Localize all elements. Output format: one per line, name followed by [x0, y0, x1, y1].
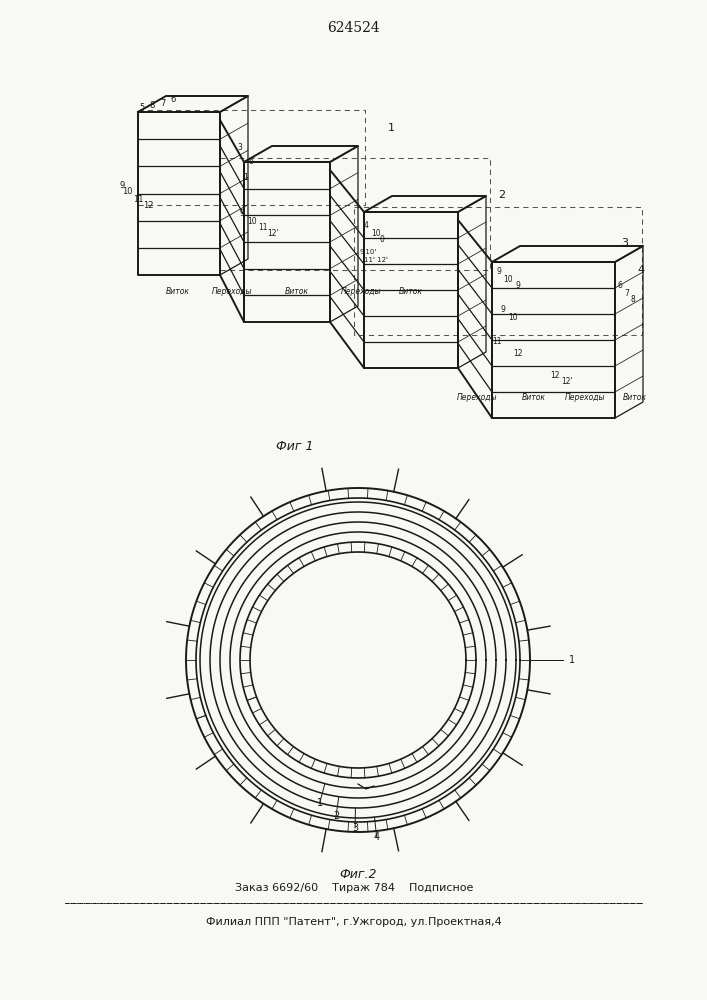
Text: Переходы: Переходы: [341, 288, 381, 296]
Polygon shape: [330, 170, 364, 368]
Text: Виток: Виток: [522, 393, 546, 402]
Text: 9: 9: [501, 306, 506, 314]
Text: 6': 6': [248, 157, 255, 166]
Text: 1: 1: [317, 798, 323, 808]
Text: 11: 11: [258, 224, 268, 232]
Text: 11: 11: [492, 338, 502, 347]
Text: 3: 3: [238, 143, 243, 152]
Text: 7: 7: [160, 99, 165, 107]
Text: Филиал ППП "Патент", г.Ужгород, ул.Проектная,4: Филиал ППП "Патент", г.Ужгород, ул.Проек…: [206, 917, 502, 927]
Polygon shape: [330, 146, 358, 322]
Text: Переходы: Переходы: [457, 393, 497, 402]
Text: 10: 10: [371, 229, 381, 237]
Polygon shape: [244, 146, 358, 162]
Text: 10: 10: [247, 217, 257, 226]
Text: 6: 6: [170, 96, 175, 104]
Text: 4: 4: [373, 832, 380, 842]
Polygon shape: [244, 162, 330, 322]
Text: 11: 11: [134, 194, 144, 204]
Text: Фиг 1: Фиг 1: [276, 440, 314, 452]
Text: 12: 12: [513, 349, 522, 358]
Polygon shape: [458, 196, 486, 368]
Polygon shape: [138, 96, 248, 112]
Text: Виток: Виток: [399, 288, 423, 296]
Polygon shape: [492, 246, 643, 262]
Text: 1: 1: [387, 123, 395, 133]
Polygon shape: [364, 212, 458, 368]
Text: 9: 9: [119, 180, 125, 190]
Text: 7: 7: [624, 288, 629, 298]
Text: 2: 2: [498, 190, 506, 200]
Text: Переходы: Переходы: [565, 393, 605, 402]
Text: 12': 12': [267, 230, 279, 238]
Text: Виток: Виток: [623, 393, 647, 402]
Text: 9: 9: [515, 280, 520, 290]
Text: 12: 12: [144, 200, 154, 210]
Text: Фиг.2: Фиг.2: [339, 868, 377, 882]
Polygon shape: [138, 112, 220, 275]
Polygon shape: [220, 96, 248, 275]
Text: Заказ 6692/60    Тираж 784    Подписное: Заказ 6692/60 Тираж 784 Подписное: [235, 883, 473, 893]
Polygon shape: [364, 196, 486, 212]
Text: 12': 12': [561, 377, 573, 386]
Text: 8: 8: [631, 296, 636, 304]
Text: 12: 12: [550, 370, 560, 379]
Text: 624524: 624524: [327, 21, 380, 35]
Text: 9'10': 9'10': [359, 249, 377, 255]
Polygon shape: [220, 120, 244, 322]
Polygon shape: [492, 262, 615, 418]
Text: 4: 4: [638, 265, 645, 275]
Text: Виток: Виток: [285, 288, 309, 296]
Text: 10: 10: [122, 188, 133, 196]
Text: 4: 4: [363, 222, 368, 231]
Text: 0: 0: [380, 235, 385, 244]
Polygon shape: [458, 220, 492, 418]
Text: 10: 10: [503, 274, 513, 284]
Text: 9: 9: [496, 267, 501, 276]
Text: 3: 3: [352, 823, 358, 833]
Text: 8: 8: [149, 102, 155, 110]
Text: 1: 1: [569, 655, 575, 665]
Text: Переходы: Переходы: [212, 288, 252, 296]
Text: 3: 3: [621, 238, 629, 248]
Text: 1: 1: [244, 174, 248, 182]
Text: 6: 6: [617, 280, 622, 290]
Text: 10: 10: [508, 312, 518, 322]
Text: 2: 2: [333, 811, 339, 821]
Polygon shape: [615, 246, 643, 418]
Text: Виток: Виток: [166, 288, 190, 296]
Text: 9: 9: [240, 210, 245, 219]
Text: 5: 5: [139, 103, 145, 111]
Text: 11' 12': 11' 12': [364, 257, 388, 263]
